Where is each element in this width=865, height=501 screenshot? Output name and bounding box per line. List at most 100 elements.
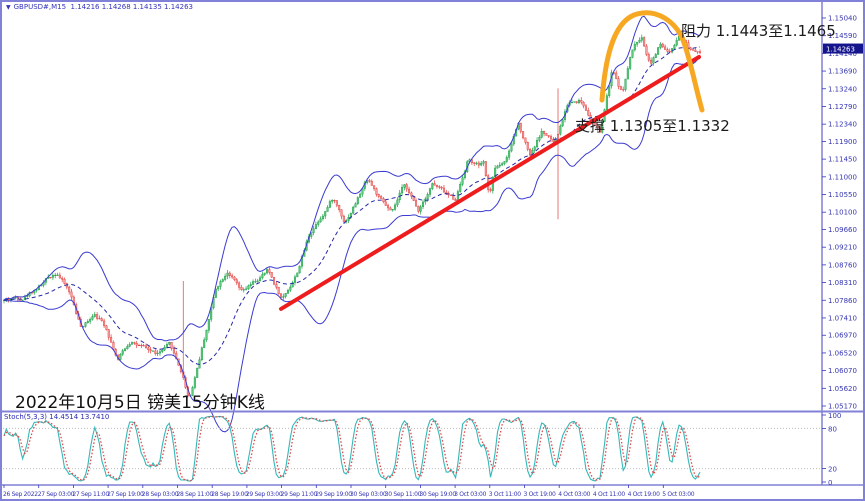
candle-body <box>494 167 497 178</box>
candle-body <box>675 40 678 46</box>
candle-body <box>643 37 646 47</box>
candle-body <box>626 68 629 80</box>
candle-body <box>205 330 208 341</box>
candle-body <box>231 275 234 278</box>
candle-body <box>480 162 483 166</box>
candle-body <box>452 195 455 200</box>
candle-body <box>58 274 61 279</box>
time-axis-label[interactable]: 27 Sep 11:00 <box>72 491 109 498</box>
candle-body <box>605 95 608 110</box>
candle-body <box>100 318 103 322</box>
candle-body <box>54 274 57 276</box>
candle-body <box>461 177 464 185</box>
candle-body <box>577 99 580 103</box>
candle-body <box>394 204 397 210</box>
time-axis-label[interactable]: 26 Sep 2022 <box>3 491 39 498</box>
candle-body <box>279 293 283 298</box>
candle-body <box>70 291 73 298</box>
time-axis-label[interactable]: 27 Sep 03:00 <box>38 491 75 498</box>
time-axis-label[interactable]: 29 Sep 11:00 <box>281 491 318 498</box>
candle-body <box>624 78 627 90</box>
candle-body <box>410 192 413 197</box>
candle-body <box>405 184 408 190</box>
candle-body <box>128 344 131 347</box>
bollinger-middle-band[interactable] <box>3 46 701 365</box>
stochastic-layer <box>3 415 821 482</box>
candle-body <box>545 133 548 136</box>
time-axis-label[interactable]: 4 Oct 11:00 <box>593 491 626 498</box>
time-axis-label[interactable]: 3 Oct 19:00 <box>524 491 557 498</box>
price-axis-label: 1.11450 <box>828 156 857 164</box>
time-axis-label[interactable]: 28 Sep 11:00 <box>177 491 214 498</box>
chart-title-bar: ▼ GBPUSD#,M15 1.14216 1.14268 1.14135 1.1… <box>6 3 193 11</box>
time-axis-label[interactable]: 30 Sep 19:00 <box>419 491 456 498</box>
time-axis-label[interactable]: 29 Sep 19:00 <box>315 491 352 498</box>
price-axis-label: 1.11900 <box>828 138 857 146</box>
candle-body <box>324 211 327 217</box>
resistance-arc-drawing[interactable] <box>599 10 705 113</box>
candle-body <box>107 329 110 338</box>
candle-body <box>489 189 492 191</box>
candle-body <box>163 346 166 351</box>
candle-body <box>619 86 622 90</box>
stoch-axis-label: 0 <box>828 479 832 487</box>
candle-body <box>356 197 359 205</box>
candle-body <box>445 191 448 194</box>
candle-body <box>433 183 436 186</box>
collapse-triangle-icon[interactable]: ▼ <box>6 4 11 11</box>
candle-body <box>580 99 583 103</box>
price-axis-label: 1.05170 <box>828 403 857 411</box>
candle-body <box>221 279 224 282</box>
time-axis-label[interactable]: 5 Oct 03:00 <box>662 491 695 498</box>
price-axis-label: 1.08760 <box>828 261 857 269</box>
current-price-tag <box>823 43 863 54</box>
time-axis-label[interactable]: 4 Oct 19:00 <box>628 491 661 498</box>
candle-body <box>144 345 148 349</box>
time-axis-label[interactable]: 4 Oct 03:00 <box>558 491 591 498</box>
time-axis-label[interactable]: 3 Oct 11:00 <box>489 491 522 498</box>
candle-body <box>105 325 108 330</box>
time-axis-label[interactable]: 28 Sep 19:00 <box>211 491 248 498</box>
time-axis-label[interactable]: 3 Oct 03:00 <box>454 491 487 498</box>
candle-body <box>435 184 438 187</box>
candle-body <box>570 101 573 104</box>
time-axis-label[interactable]: 30 Sep 11:00 <box>385 491 422 498</box>
candle-body <box>86 321 89 323</box>
candle-body <box>519 122 522 132</box>
price-axis-label: 1.13690 <box>828 68 857 76</box>
candle-body <box>266 269 269 274</box>
candle-body <box>475 162 478 164</box>
price-axis-label: 1.09210 <box>828 244 857 252</box>
candle-body <box>470 159 473 164</box>
candle-body <box>96 314 99 319</box>
bollinger-bands-layer <box>3 15 701 433</box>
candle-body <box>529 149 532 156</box>
candle-body <box>636 41 639 45</box>
candle-body <box>382 198 385 203</box>
candle-body <box>200 347 203 360</box>
candle-body <box>482 161 485 164</box>
candle-body <box>696 51 699 53</box>
candle-body <box>147 347 150 350</box>
candle-body <box>673 44 676 49</box>
trendline-drawing[interactable] <box>279 54 701 311</box>
time-axis-label[interactable]: 27 Sep 19:00 <box>107 491 144 498</box>
candle-body <box>659 43 662 48</box>
candle-body <box>286 290 290 294</box>
support-annotation: 支撑 1.1305至1.1332 <box>575 117 730 135</box>
candle-body <box>401 187 404 194</box>
time-axis-label[interactable]: 30 Sep 03:00 <box>350 491 387 498</box>
time-axis-label[interactable]: 29 Sep 03:00 <box>246 491 283 498</box>
candle-body <box>172 348 175 354</box>
candle-body <box>296 272 299 278</box>
candle-body <box>503 161 506 164</box>
bollinger-lower-band[interactable] <box>3 57 701 433</box>
price-axis-label: 1.12790 <box>828 103 857 111</box>
candle-body <box>165 344 168 348</box>
candle-body <box>549 136 553 140</box>
time-axis-label[interactable]: 28 Sep 03:00 <box>142 491 179 498</box>
candle-body <box>126 346 129 350</box>
price-axis-label: 1.09660 <box>828 226 857 234</box>
bollinger-upper-band[interactable] <box>3 15 701 342</box>
